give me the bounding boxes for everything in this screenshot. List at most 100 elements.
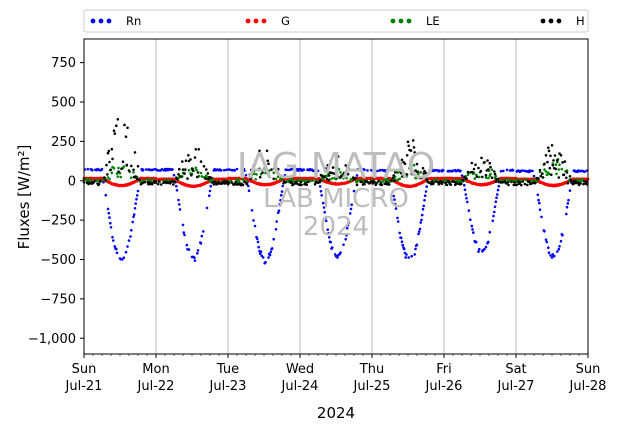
point-rn <box>225 168 228 172</box>
point-rn <box>171 168 174 171</box>
point-h <box>553 154 557 157</box>
point-h <box>463 175 466 179</box>
point-rn <box>326 228 330 231</box>
point-rn <box>336 256 339 259</box>
point-le <box>253 172 256 176</box>
point-h <box>104 178 108 182</box>
point-h <box>541 172 544 175</box>
point-rn <box>393 198 396 201</box>
point-rn <box>199 242 203 245</box>
point-h <box>493 170 496 173</box>
point-rn <box>261 256 265 259</box>
point-h <box>172 183 175 186</box>
point-h <box>583 180 586 183</box>
point-rn <box>536 193 540 197</box>
point-rn <box>193 256 196 260</box>
point-le <box>112 166 116 170</box>
point-rn <box>401 243 405 247</box>
point-rn <box>553 254 556 258</box>
point-rn <box>275 220 279 223</box>
point-h <box>135 177 139 181</box>
point-le <box>555 172 558 176</box>
point-le <box>276 172 279 175</box>
point-le <box>565 169 569 172</box>
legend-label: LE <box>426 14 440 28</box>
legend-marker <box>245 18 251 24</box>
point-h <box>423 169 426 173</box>
point-rn <box>129 235 132 238</box>
point-h <box>405 154 409 157</box>
point-le <box>398 177 402 181</box>
point-rn <box>250 209 254 212</box>
point-h <box>518 181 522 184</box>
point-h <box>141 181 144 185</box>
point-h <box>558 152 561 155</box>
point-rn <box>187 248 191 251</box>
point-rn <box>356 168 360 171</box>
x-tick-label-day: Sun <box>72 362 97 377</box>
point-rn <box>405 253 408 256</box>
point-rn <box>414 247 417 251</box>
point-h <box>493 172 497 176</box>
point-rn <box>135 194 139 197</box>
point-h <box>233 183 237 186</box>
point-le <box>132 171 135 174</box>
point-rn <box>272 237 276 241</box>
point-h <box>193 156 197 159</box>
x-tick-label-date: Jul-24 <box>281 379 319 394</box>
point-rn <box>109 221 112 225</box>
point-h <box>414 169 417 172</box>
point-rn <box>252 219 255 222</box>
point-rn <box>470 224 474 228</box>
point-le <box>194 166 198 170</box>
point-rn <box>366 169 369 172</box>
point-rn <box>410 254 414 258</box>
point-le <box>416 174 420 178</box>
point-rn <box>228 168 231 171</box>
point-rn <box>484 245 488 249</box>
point-h <box>550 144 554 147</box>
x-tick-label-day: Tue <box>216 362 239 377</box>
legend-label: Rn <box>126 14 141 28</box>
point-le <box>274 177 278 181</box>
point-h <box>254 159 257 162</box>
point-rn <box>177 198 180 202</box>
point-rn <box>235 167 239 171</box>
point-le <box>272 171 276 175</box>
point-h <box>565 171 569 174</box>
point-rn <box>127 239 131 242</box>
point-h <box>179 175 183 178</box>
point-h <box>460 182 463 186</box>
point-le <box>409 169 413 173</box>
point-le <box>557 168 561 171</box>
point-le <box>119 175 123 179</box>
point-rn <box>253 224 257 228</box>
point-h <box>186 177 189 180</box>
point-le <box>379 180 383 183</box>
point-rn <box>421 207 425 211</box>
point-rn <box>200 234 204 238</box>
point-rn <box>451 169 455 172</box>
point-h <box>415 162 419 166</box>
x-tick-label-day: Fri <box>436 362 452 377</box>
point-h <box>134 175 137 178</box>
point-h <box>411 172 414 176</box>
point-rn <box>467 209 471 212</box>
point-rn <box>415 243 419 247</box>
point-le <box>494 174 498 178</box>
point-h <box>205 168 208 171</box>
point-rn <box>422 204 426 208</box>
point-rn <box>352 189 356 193</box>
point-h <box>452 180 456 183</box>
point-le <box>108 177 111 181</box>
point-h <box>327 178 330 182</box>
point-le <box>254 178 257 181</box>
point-h <box>393 179 396 182</box>
point-h <box>550 173 553 176</box>
point-rn <box>339 251 342 254</box>
point-rn <box>264 260 267 264</box>
y-tick-label: −1,000 <box>28 332 76 347</box>
point-rn <box>363 168 366 172</box>
point-le <box>130 176 133 179</box>
point-h <box>181 160 184 163</box>
